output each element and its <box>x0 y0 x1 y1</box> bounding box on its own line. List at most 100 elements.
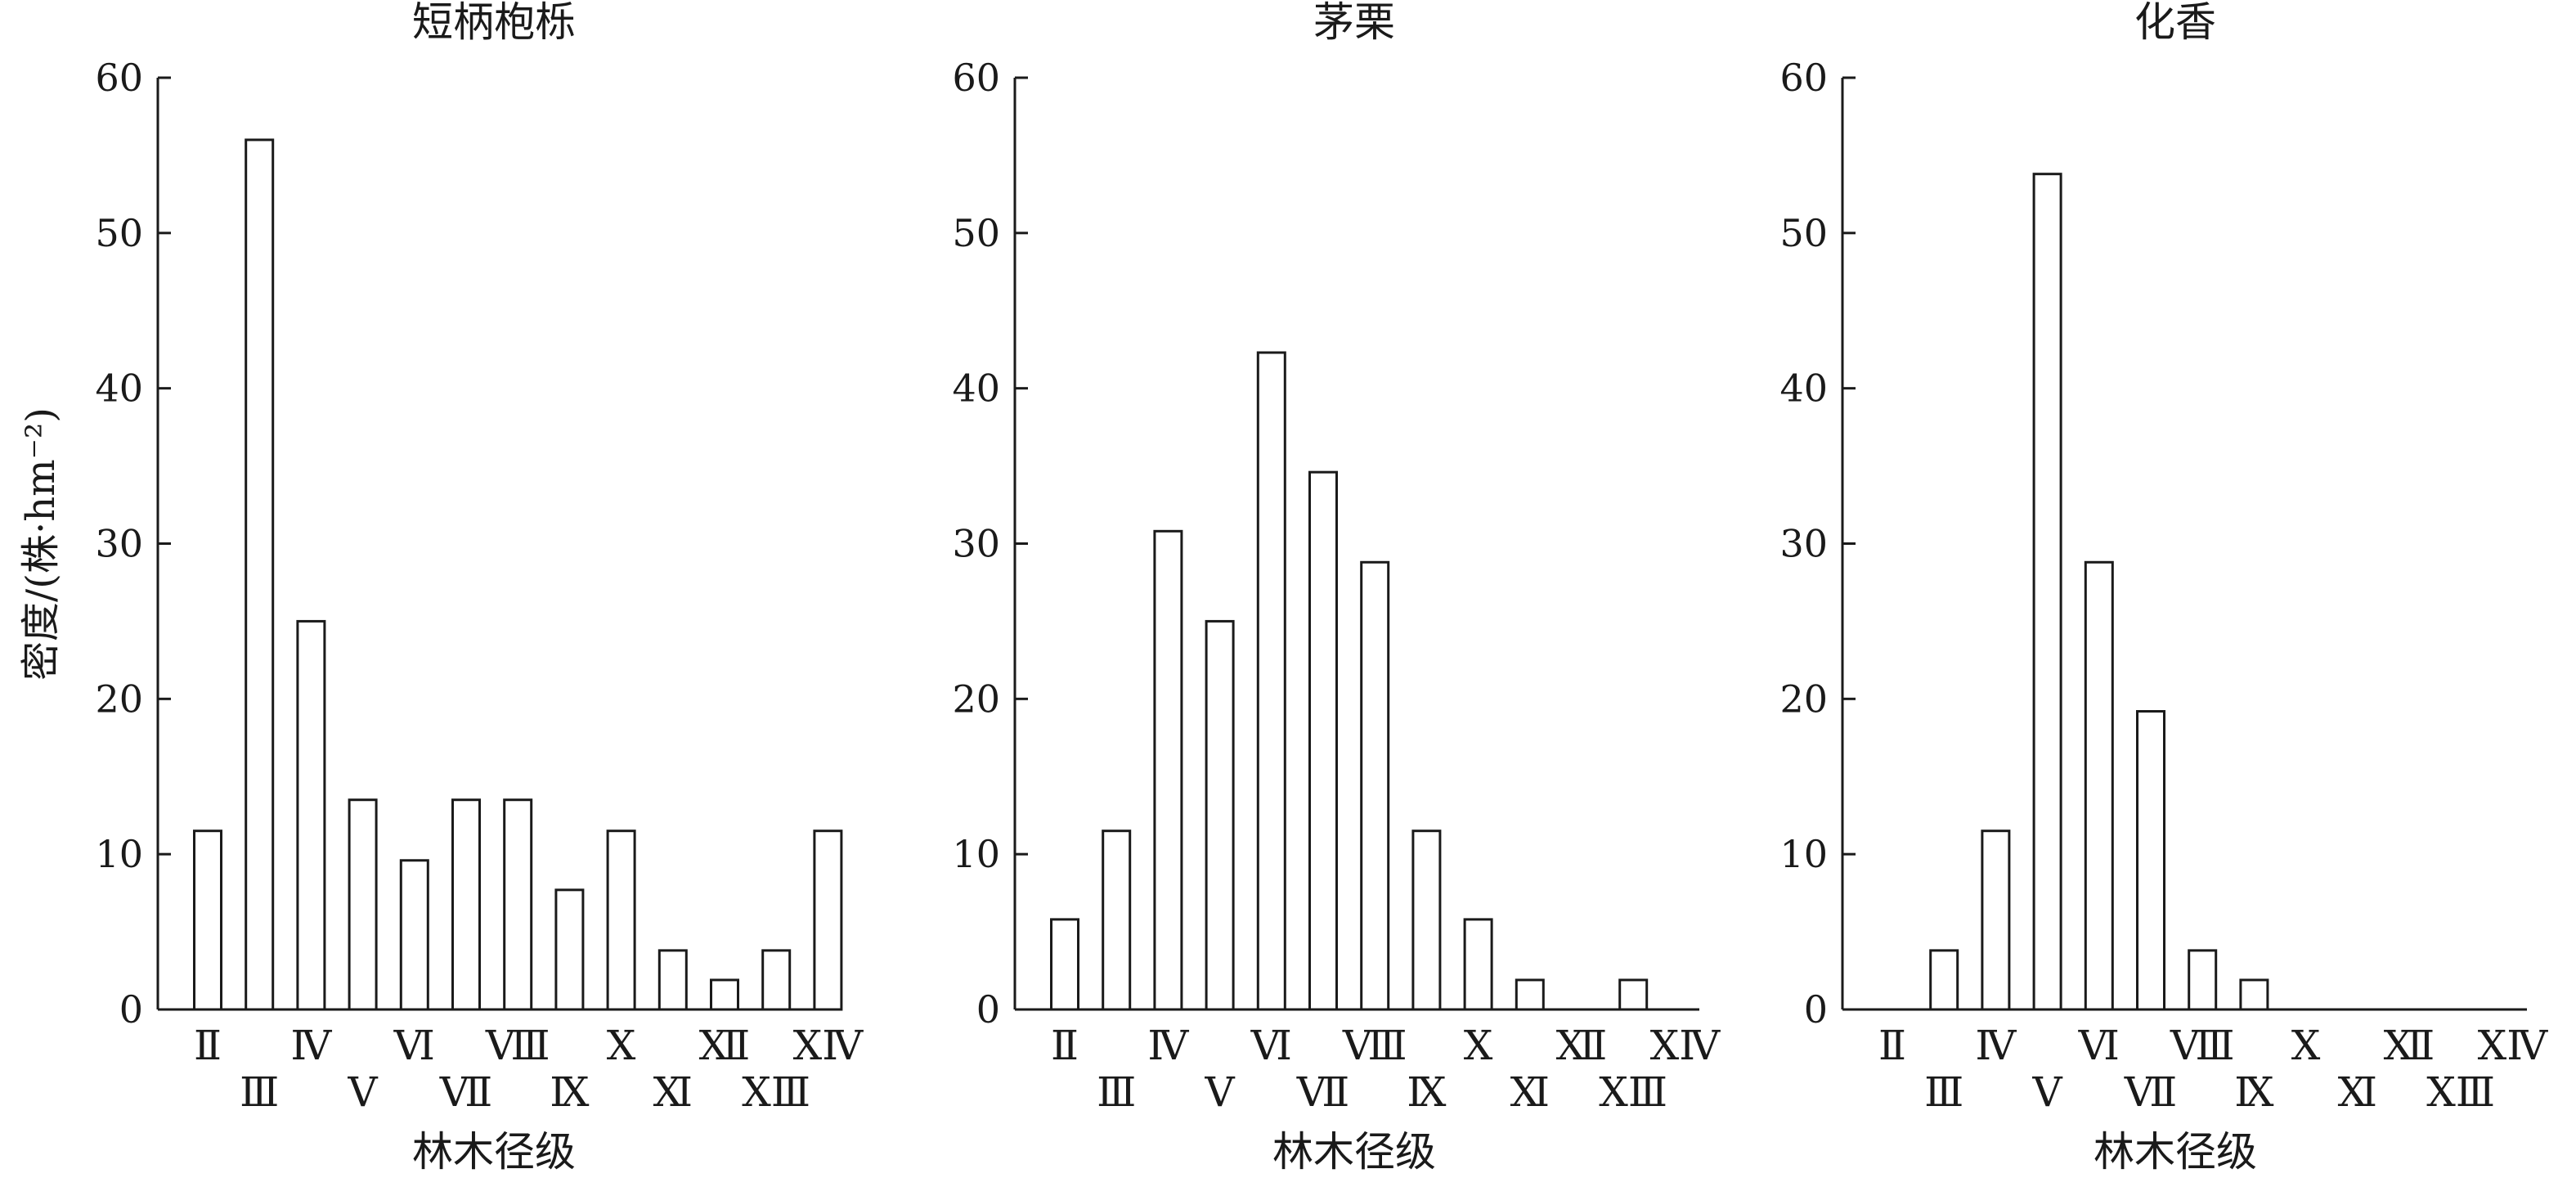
y-tick-label: 40 <box>95 366 143 411</box>
y-tick-label: 0 <box>1804 987 1828 1032</box>
y-tick-label: 40 <box>1779 366 1828 411</box>
x-tick-label: Ⅸ <box>2234 1068 2273 1116</box>
x-tick-label: Ⅶ <box>439 1068 493 1116</box>
bar-3 <box>1153 529 1183 1011</box>
x-axis-label: 林木径级 <box>1272 1128 1436 1176</box>
x-tick-label: Ⅳ <box>1147 1022 1189 1069</box>
chart-title: 短柄枹栎 <box>412 0 576 46</box>
x-tick-label: Ⅶ <box>2124 1068 2178 1116</box>
x-tick-label: Ⅹ <box>2291 1022 2321 1069</box>
y-axis-label: 密度/(株·hm⁻²) <box>18 407 64 681</box>
bar-7 <box>503 798 533 1011</box>
y-tick-label: 30 <box>1779 522 1828 566</box>
bar-9 <box>1463 918 1493 1011</box>
y-tick-label: 20 <box>1779 677 1828 721</box>
x-tick-label: Ⅶ <box>1296 1068 1350 1116</box>
bar-3 <box>296 619 326 1011</box>
bar-5 <box>2084 560 2114 1011</box>
x-tick-label: Ⅷ <box>1342 1022 1407 1069</box>
chart-title: 茅栗 <box>1313 0 1395 46</box>
x-tick-label: Ⅳ <box>290 1022 332 1069</box>
bar-7 <box>2188 949 2218 1011</box>
x-tick-label: Ⅻ <box>699 1022 751 1069</box>
x-tick-label: Ⅺ <box>1510 1068 1550 1116</box>
y-tick-label: 60 <box>1779 56 1828 100</box>
x-tick-label: Ⅱ <box>194 1022 222 1069</box>
x-tick-label: Ⅻ <box>1556 1022 1608 1069</box>
bar-4 <box>348 798 378 1011</box>
bar-13 <box>813 830 843 1011</box>
bar-6 <box>1308 470 1338 1011</box>
x-tick-label: ⅩⅣ <box>2478 1022 2549 1069</box>
bar-8 <box>2239 978 2269 1011</box>
bar-1 <box>193 830 222 1011</box>
y-tick-label: 10 <box>1779 832 1828 876</box>
y-tick-label: 10 <box>95 832 143 876</box>
x-tick-label: Ⅹ <box>1464 1022 1493 1069</box>
x-tick-label: Ⅸ <box>1407 1068 1446 1116</box>
bar-5 <box>399 859 429 1011</box>
bar-10 <box>657 949 688 1011</box>
x-tick-label: ⅩⅣ <box>793 1022 864 1069</box>
bar-7 <box>1360 560 1390 1011</box>
chart-title: 化香 <box>2134 0 2216 46</box>
x-tick-label: Ⅺ <box>2338 1068 2377 1116</box>
x-tick-label: Ⅴ <box>2032 1068 2063 1116</box>
bar-1 <box>1050 918 1079 1011</box>
bar-9 <box>606 830 636 1011</box>
bar-2 <box>1929 949 1959 1011</box>
x-tick-label: Ⅱ <box>1051 1022 1079 1069</box>
x-tick-label: Ⅷ <box>485 1022 550 1069</box>
x-tick-label: Ⅵ <box>2078 1022 2120 1069</box>
x-tick-label: Ⅻ <box>2384 1022 2435 1069</box>
x-tick-label: Ⅲ <box>240 1068 279 1116</box>
x-tick-label: Ⅲ <box>1924 1068 1963 1116</box>
x-tick-label: ⅩⅢ <box>1599 1068 1667 1116</box>
x-tick-label: ⅩⅣ <box>1650 1022 1721 1069</box>
bar-6 <box>451 798 481 1011</box>
x-tick-label: Ⅱ <box>1878 1022 1906 1069</box>
y-tick-label: 30 <box>952 522 1000 566</box>
bar-4 <box>2032 173 2062 1011</box>
y-tick-label: 50 <box>952 211 1000 255</box>
bar-8 <box>1411 830 1442 1011</box>
y-tick-label: 60 <box>952 56 1000 100</box>
bar-8 <box>554 888 585 1011</box>
bar-12 <box>761 949 792 1011</box>
x-tick-label: Ⅷ <box>2170 1022 2235 1069</box>
y-tick-label: 60 <box>95 56 143 100</box>
x-tick-label: Ⅸ <box>550 1068 589 1116</box>
y-tick-label: 50 <box>95 211 143 255</box>
y-tick-label: 0 <box>119 987 143 1032</box>
x-tick-label: Ⅺ <box>653 1068 693 1116</box>
y-tick-label: 40 <box>952 366 1000 411</box>
y-tick-label: 10 <box>952 832 1000 876</box>
bar-6 <box>2136 710 2165 1011</box>
x-tick-label: Ⅲ <box>1097 1068 1136 1116</box>
y-tick-label: 20 <box>95 677 143 721</box>
x-tick-label: Ⅳ <box>1975 1022 2017 1069</box>
x-tick-label: Ⅹ <box>607 1022 636 1069</box>
x-axis-label: 林木径级 <box>2094 1128 2257 1176</box>
x-tick-label: Ⅴ <box>348 1068 379 1116</box>
bar-4 <box>1205 619 1235 1011</box>
x-tick-label: Ⅵ <box>393 1022 435 1069</box>
bar-12 <box>1618 978 1649 1011</box>
bar-3 <box>1981 830 2011 1011</box>
y-tick-label: 50 <box>1779 211 1828 255</box>
y-tick-label: 0 <box>976 987 1000 1032</box>
x-tick-label: Ⅴ <box>1205 1068 1236 1116</box>
x-tick-label: ⅩⅢ <box>742 1068 810 1116</box>
x-axis-label: 林木径级 <box>412 1128 576 1176</box>
y-tick-label: 30 <box>95 522 143 566</box>
bar-5 <box>1256 351 1286 1011</box>
bar-11 <box>710 978 739 1011</box>
bar-10 <box>1515 978 1545 1011</box>
bar-2 <box>245 138 275 1011</box>
x-tick-label: Ⅵ <box>1250 1022 1292 1069</box>
x-tick-label: ⅩⅢ <box>2426 1068 2495 1116</box>
